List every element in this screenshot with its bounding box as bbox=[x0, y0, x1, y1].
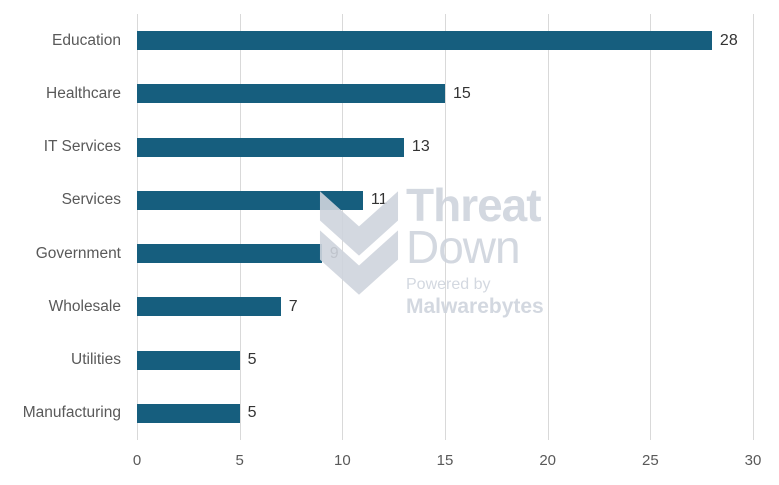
gridline bbox=[650, 14, 652, 440]
category-label-it-services: IT Services bbox=[43, 138, 121, 156]
x-tick-label: 25 bbox=[641, 452, 659, 469]
value-label-education: 28 bbox=[719, 31, 738, 49]
bar-services bbox=[137, 190, 363, 210]
category-label-government: Government bbox=[35, 244, 121, 262]
bar-government bbox=[137, 244, 322, 264]
bar-it-services bbox=[137, 137, 404, 157]
bar-education bbox=[137, 31, 712, 51]
x-tick-label: 20 bbox=[539, 452, 556, 469]
value-label-wholesale: 7 bbox=[288, 297, 298, 315]
bar-healthcare bbox=[137, 84, 445, 104]
category-label-manufacturing: Manufacturing bbox=[22, 404, 121, 422]
gridline bbox=[137, 14, 138, 440]
gridline bbox=[753, 14, 754, 440]
plot-area: 28 15 13 11 9 7 5 5 bbox=[137, 14, 754, 440]
bar-wholesale bbox=[137, 297, 281, 317]
value-label-utilities: 5 bbox=[247, 351, 257, 369]
x-tick-label: 0 bbox=[132, 452, 142, 469]
bar-manufacturing bbox=[137, 403, 240, 423]
category-label-wholesale: Wholesale bbox=[48, 297, 121, 315]
category-label-education: Education bbox=[52, 31, 121, 49]
x-tick-label: 30 bbox=[744, 452, 762, 469]
gridline bbox=[445, 14, 446, 440]
x-tick-label: 15 bbox=[436, 452, 454, 469]
gridline bbox=[239, 14, 241, 440]
gridline bbox=[547, 14, 549, 440]
bar-utilities bbox=[137, 350, 240, 370]
value-label-services: 11 bbox=[370, 191, 388, 209]
category-label-healthcare: Healthcare bbox=[46, 84, 121, 102]
value-label-manufacturing: 5 bbox=[247, 404, 257, 422]
x-tick-label: 10 bbox=[333, 452, 351, 469]
category-label-utilities: Utilities bbox=[71, 351, 121, 369]
gridline bbox=[342, 14, 344, 440]
category-label-services: Services bbox=[61, 191, 121, 209]
x-tick-label: 5 bbox=[235, 452, 244, 469]
value-label-government: 9 bbox=[329, 244, 339, 262]
value-label-healthcare: 15 bbox=[453, 84, 471, 102]
x-axis: 0 5 10 15 20 25 30 bbox=[0, 452, 779, 476]
value-label-it-services: 13 bbox=[411, 138, 430, 156]
